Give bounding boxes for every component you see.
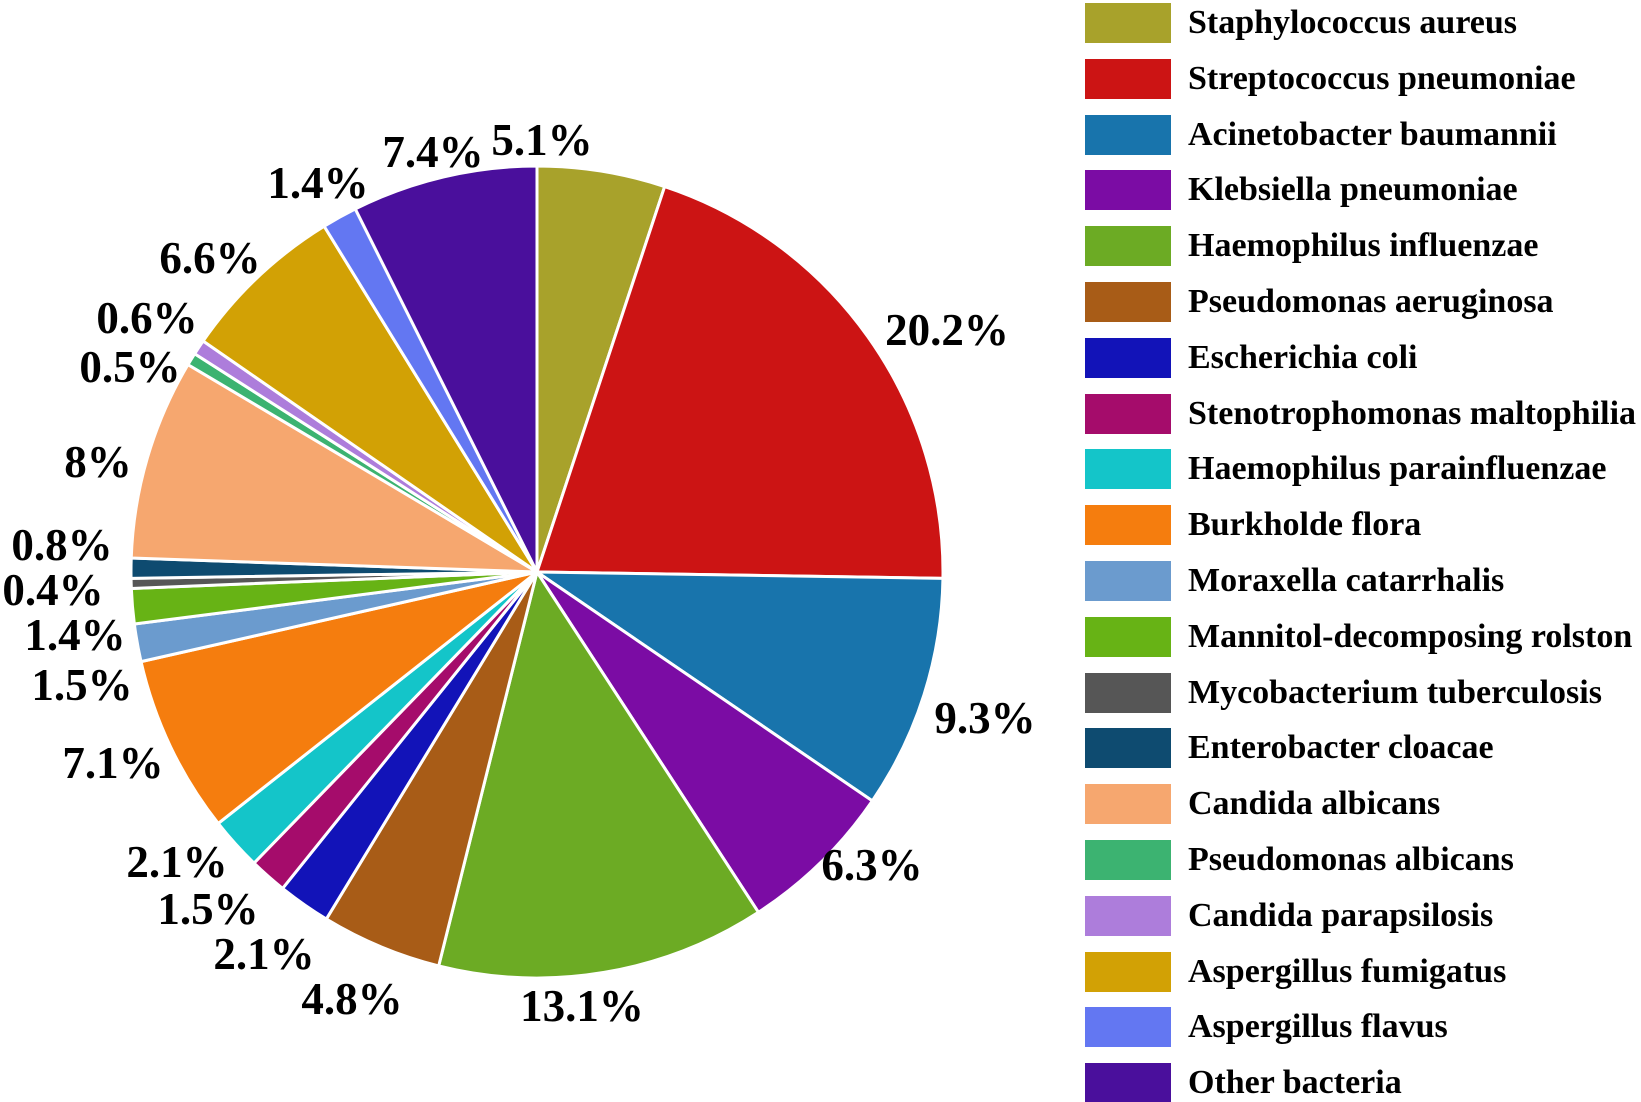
pct-label-streptococcus-pneumoniae: 20.2% [885, 305, 1009, 355]
legend-swatch-pseudomonas-aeruginosa [1085, 282, 1171, 322]
legend-row-mycobacterium-tuberculosis: Mycobacterium tuberculosis [1085, 672, 1602, 713]
pct-label-pseudomonas-albicans: 0.5% [79, 342, 180, 392]
pct-label-stenotrophomonas-maltophilia: 1.5% [157, 884, 258, 934]
legend-swatch-pseudomonas-albicans [1085, 840, 1171, 880]
legend-label-pseudomonas-aeruginosa: Pseudomonas aeruginosa [1188, 283, 1554, 320]
legend-label-moraxella-catarrhalis: Moraxella catarrhalis [1188, 562, 1505, 599]
legend-row-acinetobacter-baumannii: Acinetobacter baumannii [1085, 114, 1557, 155]
legend-label-klebsiella-pneumoniae: Klebsiella pneumoniae [1188, 171, 1518, 209]
legend-row-moraxella-catarrhalis: Moraxella catarrhalis [1085, 561, 1504, 601]
pct-label-candida-albicans: 8% [64, 437, 132, 487]
pct-label-haemophilus-influenzae: 13.1% [520, 981, 644, 1031]
legend-label-haemophilus-parainfluenzae: Haemophilus parainfluenzae [1188, 450, 1607, 488]
legend-row-haemophilus-influenzae: Haemophilus influenzae [1085, 226, 1539, 267]
pct-label-haemophilus-parainfluenzae: 2.1% [126, 837, 227, 887]
pct-label-pseudomonas-aeruginosa: 4.8% [301, 974, 402, 1024]
legend-swatch-haemophilus-parainfluenzae [1085, 449, 1171, 490]
legend-label-aspergillus-fumigatus: Aspergillus fumigatus [1188, 952, 1507, 990]
pie-slice-other-bacteria [353, 164, 539, 574]
legend-label-mannitol-decomposing-rolston: Mannitol-decomposing rolston [1188, 617, 1633, 655]
pie-slice-streptococcus-pneumoniae [535, 185, 945, 580]
legend-swatch-aspergillus-fumigatus [1085, 951, 1171, 992]
legend-row-haemophilus-parainfluenzae: Haemophilus parainfluenzae [1085, 449, 1607, 490]
legend-row-pseudomonas-aeruginosa: Pseudomonas aeruginosa [1085, 282, 1554, 322]
legend-swatch-escherichia-coli [1085, 337, 1171, 378]
legend-row-pseudomonas-albicans: Pseudomonas albicans [1085, 840, 1514, 880]
pie-slice-candida-albicans [129, 363, 539, 574]
legend-label-acinetobacter-baumannii: Acinetobacter baumannii [1188, 115, 1557, 153]
legend-row-candida-albicans: Candida albicans [1085, 784, 1441, 825]
legend-swatch-burkholde-flora [1085, 505, 1171, 546]
legend-label-escherichia-coli: Escherichia coli [1188, 338, 1418, 376]
legend-row-aspergillus-flavus: Aspergillus flavus [1085, 1007, 1448, 1048]
pct-label-enterobacter-cloacae: 0.8% [11, 520, 112, 570]
legend-swatch-aspergillus-flavus [1085, 1007, 1171, 1048]
legend-swatch-acinetobacter-baumannii [1085, 114, 1171, 155]
pct-label-acinetobacter-baumannii: 9.3% [934, 693, 1035, 743]
legend-row-mannitol-decomposing-rolston: Mannitol-decomposing rolston [1085, 616, 1633, 657]
legend-row-burkholde-flora: Burkholde flora [1085, 505, 1422, 546]
pct-label-aspergillus-fumigatus: 6.6% [159, 233, 260, 283]
pct-label-burkholde-flora: 7.1% [62, 738, 163, 788]
pct-label-aspergillus-flavus: 1.4% [267, 158, 368, 208]
pct-label-escherichia-coli: 2.1% [213, 929, 314, 979]
pct-label-klebsiella-pneumoniae: 6.3% [821, 840, 922, 890]
legend: Staphylococcus aureus Streptococcus pneum… [1085, 3, 1641, 1102]
legend-row-other-bacteria: Other bacteria [1085, 1063, 1402, 1102]
legend-swatch-candida-parapsilosis [1085, 895, 1171, 936]
pie-slice-haemophilus-influenzae [437, 570, 760, 980]
pct-label-mannitol-decomposing-rolston: 1.4% [24, 610, 125, 660]
pie-slices [129, 164, 945, 980]
legend-swatch-haemophilus-influenzae [1085, 226, 1171, 267]
legend-row-enterobacter-cloacae: Enterobacter cloacae [1085, 728, 1494, 769]
pct-label-staphylococcus-aureus: 5.1% [491, 115, 592, 165]
pct-label-candida-parapsilosis: 0.6% [96, 293, 197, 343]
legend-label-mycobacterium-tuberculosis: Mycobacterium tuberculosis [1188, 673, 1602, 711]
legend-label-other-bacteria: Other bacteria [1188, 1064, 1402, 1102]
legend-row-stenotrophomonas-maltophilia: Stenotrophomonas maltophilia [1085, 393, 1637, 434]
legend-label-candida-parapsilosis: Candida parapsilosis [1188, 896, 1494, 934]
legend-label-stenotrophomonas-maltophilia: Stenotrophomonas maltophilia [1188, 394, 1637, 432]
legend-swatch-klebsiella-pneumoniae [1085, 170, 1171, 211]
pct-label-other-bacteria: 7.4% [382, 127, 483, 177]
legend-swatch-mannitol-decomposing-rolston [1085, 616, 1171, 657]
legend-swatch-stenotrophomonas-maltophilia [1085, 393, 1171, 434]
legend-label-candida-albicans: Candida albicans [1188, 785, 1441, 823]
legend-row-staphylococcus-aureus: Staphylococcus aureus [1085, 3, 1517, 43]
pie-slice-aspergillus-fumigatus [201, 224, 539, 574]
legend-label-haemophilus-influenzae: Haemophilus influenzae [1188, 227, 1539, 265]
legend-swatch-mycobacterium-tuberculosis [1085, 672, 1171, 713]
legend-label-staphylococcus-aureus: Staphylococcus aureus [1188, 4, 1518, 41]
legend-swatch-staphylococcus-aureus [1085, 3, 1171, 43]
legend-swatch-other-bacteria [1085, 1063, 1171, 1102]
pie-slice-klebsiella-pneumoniae [535, 570, 874, 914]
pct-label-mycobacterium-tuberculosis: 0.4% [2, 565, 103, 615]
legend-label-enterobacter-cloacae: Enterobacter cloacae [1188, 729, 1494, 767]
pie-slice-burkholde-flora [139, 570, 539, 825]
legend-row-streptococcus-pneumoniae: Streptococcus pneumoniae [1085, 58, 1576, 99]
pct-label-moraxella-catarrhalis: 1.5% [31, 660, 132, 710]
pie-slice-acinetobacter-baumannii [535, 570, 945, 803]
legend-label-pseudomonas-albicans: Pseudomonas albicans [1188, 841, 1514, 878]
legend-swatch-streptococcus-pneumoniae [1085, 58, 1171, 99]
legend-swatch-enterobacter-cloacae [1085, 728, 1171, 769]
legend-label-burkholde-flora: Burkholde flora [1188, 506, 1422, 544]
legend-row-escherichia-coli: Escherichia coli [1085, 337, 1418, 378]
legend-swatch-candida-albicans [1085, 784, 1171, 825]
legend-row-klebsiella-pneumoniae: Klebsiella pneumoniae [1085, 170, 1518, 211]
legend-row-aspergillus-fumigatus: Aspergillus fumigatus [1085, 951, 1507, 992]
legend-swatch-moraxella-catarrhalis [1085, 561, 1171, 601]
legend-label-aspergillus-flavus: Aspergillus flavus [1188, 1008, 1448, 1046]
legend-row-candida-parapsilosis: Candida parapsilosis [1085, 895, 1494, 936]
pie-percent-labels: 5.1%20.2%9.3%6.3%13.1%4.8%2.1%1.5%2.1%7.… [2, 115, 1035, 1031]
legend-label-streptococcus-pneumoniae: Streptococcus pneumoniae [1188, 59, 1576, 97]
